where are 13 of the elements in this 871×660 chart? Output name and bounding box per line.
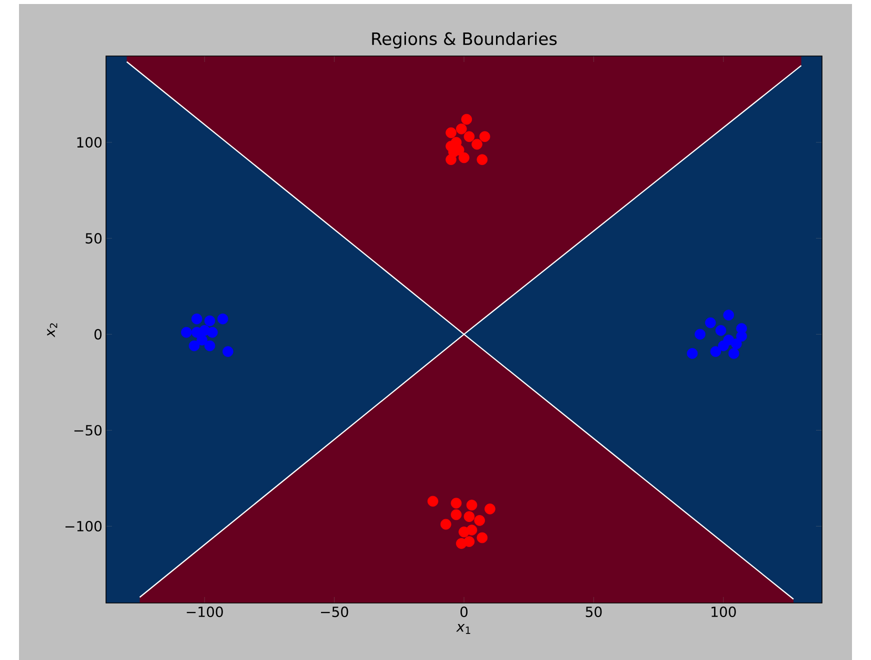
x-tick-label: 100 xyxy=(712,606,736,618)
y-tick-label: 100 xyxy=(77,137,102,148)
y-tick-label: −100 xyxy=(66,520,102,532)
x-tick-label: 0 xyxy=(460,606,468,618)
x-tick-label: −100 xyxy=(186,606,223,618)
chart-title: Regions & Boundaries xyxy=(372,32,557,48)
y-axis-title: x$_{2}$ xyxy=(47,323,58,338)
x-tick-label: −50 xyxy=(321,606,348,618)
y-tick-label: 0 xyxy=(94,328,102,340)
x-axis-title: x$_{1}$ xyxy=(456,624,470,634)
x-tick-label: 50 xyxy=(586,606,602,618)
y-tick-label: 50 xyxy=(86,233,102,244)
y-tick-label: −50 xyxy=(74,424,102,436)
